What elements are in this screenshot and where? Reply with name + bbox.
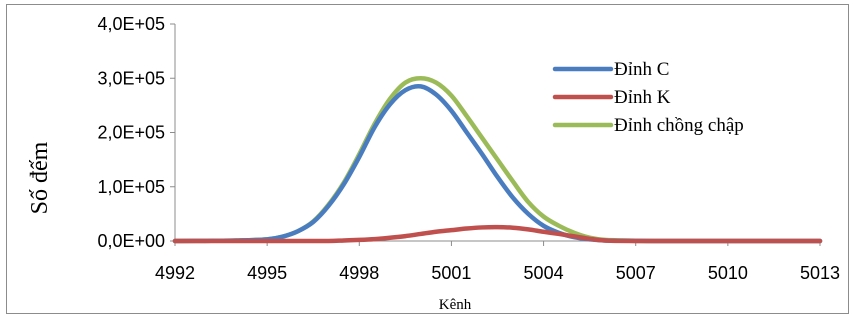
x-tick-labels: 4992 4995 4998 5001 5004 5007 5010 5013 bbox=[155, 263, 840, 283]
chart-frame bbox=[6, 4, 849, 314]
x-axis-label: Kênh bbox=[439, 297, 472, 313]
legend-label-dinh-k: Đỉnh K bbox=[614, 87, 671, 108]
legend-label-dinh-chong-chap: Đỉnh chồng chập bbox=[614, 115, 744, 136]
x-tick-label: 5013 bbox=[800, 263, 840, 283]
series-lines bbox=[172, 76, 823, 244]
y-tick-label: 0,0E+00 bbox=[97, 231, 165, 251]
x-tick-label: 4998 bbox=[339, 263, 379, 283]
y-tick-label: 1,0E+05 bbox=[97, 177, 165, 197]
x-tick-label: 5001 bbox=[431, 263, 471, 283]
x-tick-label: 4992 bbox=[155, 263, 195, 283]
legend: Đỉnh C Đỉnh K Đỉnh chồng chập bbox=[552, 59, 744, 136]
series-line-dinh-c bbox=[172, 83, 823, 244]
x-tick-label: 5004 bbox=[524, 263, 564, 283]
x-tick-label: 4995 bbox=[247, 263, 287, 283]
y-tick-label: 4,0E+05 bbox=[97, 14, 165, 34]
legend-label-dinh-c: Đỉnh C bbox=[614, 59, 669, 80]
x-tick-label: 5010 bbox=[708, 263, 748, 283]
y-tick-label: 2,0E+05 bbox=[97, 123, 165, 143]
series-line-dinh-k bbox=[172, 224, 823, 244]
x-tick-label: 5007 bbox=[616, 263, 656, 283]
y-tick-label: 3,0E+05 bbox=[97, 68, 165, 88]
y-axis-label: Số đếm bbox=[27, 141, 53, 214]
y-tick-labels: 0,0E+00 1,0E+05 2,0E+05 3,0E+05 4,0E+05 bbox=[97, 14, 165, 251]
series-line-dinh-chong-chap bbox=[172, 76, 823, 244]
